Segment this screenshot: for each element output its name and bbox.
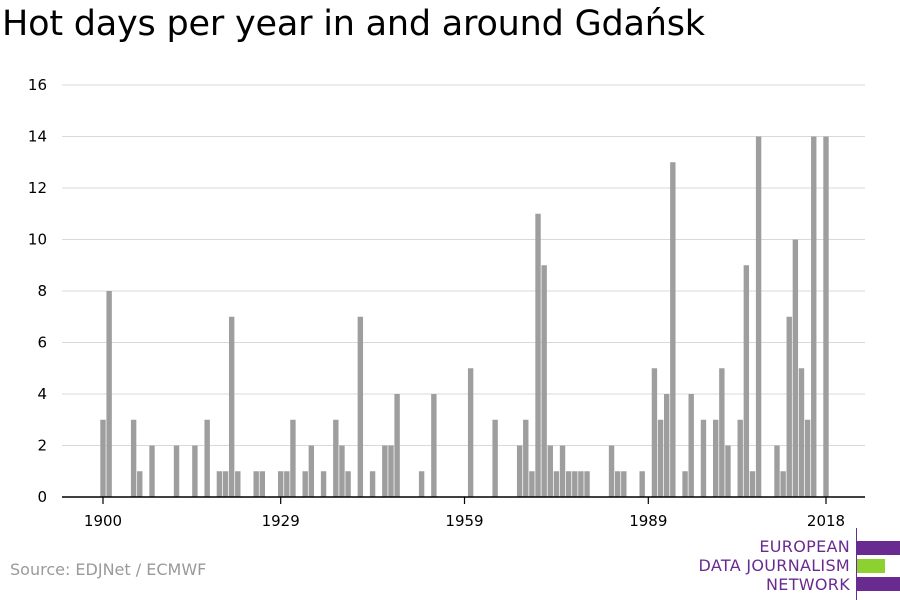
- x-axis-tick-labels: 1900 1929 1959 1989 2018: [84, 512, 845, 530]
- bar: [382, 445, 388, 497]
- x-tick-label: 1900: [84, 512, 122, 530]
- bar: [357, 316, 364, 497]
- bar: [216, 471, 223, 497]
- bar: [277, 471, 284, 497]
- bar: [394, 394, 400, 497]
- bar: [663, 394, 670, 497]
- bar: [235, 471, 241, 497]
- y-tick-label: 12: [28, 179, 47, 197]
- bar: [682, 471, 688, 497]
- bar: [621, 471, 627, 497]
- bar: [333, 419, 339, 497]
- bar: [553, 471, 560, 497]
- bar: [345, 471, 351, 497]
- x-tick-label: 2018: [807, 512, 845, 530]
- bar: [743, 265, 750, 497]
- bar: [529, 471, 535, 497]
- bar: [228, 316, 235, 497]
- bar: [137, 471, 143, 497]
- y-tick-label: 4: [37, 385, 47, 403]
- y-tick-label: 0: [37, 488, 47, 506]
- bar: [651, 368, 658, 497]
- y-tick-label: 6: [37, 334, 47, 352]
- bar: [418, 471, 425, 497]
- bar: [431, 394, 437, 497]
- bar: [339, 445, 345, 497]
- bar: [369, 471, 376, 497]
- bar: [786, 316, 792, 497]
- bar: [823, 136, 829, 497]
- bar: [173, 445, 180, 497]
- bars: [100, 136, 829, 497]
- bar: [749, 471, 756, 497]
- bar: [308, 445, 315, 497]
- y-axis-tick-labels: 0 2 4 6 8 10 12 14 16: [28, 76, 47, 506]
- bar: [302, 471, 308, 497]
- bar: [572, 471, 578, 497]
- y-tick-label: 10: [28, 231, 47, 249]
- bar: [774, 445, 780, 497]
- bar: [320, 471, 327, 497]
- edjnet-logo[interactable]: EUROPEAN DATA JOURNALISM NETWORK: [698, 528, 900, 600]
- bar: [516, 445, 523, 497]
- bar: [467, 368, 474, 497]
- bar: [584, 471, 590, 497]
- logo-bar-purple-top: [857, 541, 900, 555]
- bar: [565, 471, 572, 497]
- bar: [755, 136, 762, 497]
- bar: [811, 136, 817, 497]
- source-note: Source: EDJNet / ECMWF: [10, 560, 207, 579]
- y-tick-label: 16: [28, 76, 47, 94]
- bar: [700, 419, 707, 497]
- y-tick-label: 2: [37, 437, 47, 455]
- logo-text-data-journalism: DATA JOURNALISM: [698, 556, 850, 575]
- bar: [106, 291, 112, 497]
- x-tick-label: 1989: [629, 512, 667, 530]
- bar: [608, 445, 615, 497]
- bar: [100, 419, 106, 497]
- x-axis-ticks: [102, 497, 827, 504]
- bar: [541, 265, 547, 497]
- bar: [719, 368, 725, 497]
- bar: [639, 471, 645, 497]
- x-tick-label: 1929: [262, 512, 300, 530]
- bar: [713, 419, 719, 497]
- bar: [204, 419, 210, 497]
- bar: [614, 471, 621, 497]
- chart-title: Hot days per year in and around Gdańsk: [2, 4, 705, 44]
- bar: [492, 419, 498, 497]
- bar: [559, 445, 566, 497]
- logo-bar-green: [857, 559, 885, 573]
- x-tick-label: 1959: [445, 512, 483, 530]
- bar: [657, 419, 664, 497]
- bar: [535, 213, 541, 497]
- bar: [798, 368, 805, 497]
- bar: [149, 445, 155, 497]
- bar: [780, 471, 786, 497]
- y-tick-label: 14: [28, 128, 47, 146]
- bar: [578, 471, 584, 497]
- bar: [792, 239, 799, 497]
- bar: [737, 419, 743, 497]
- bar: [388, 445, 394, 497]
- logo-text-european: EUROPEAN: [759, 537, 850, 556]
- bar: [804, 419, 811, 497]
- bar: [523, 419, 529, 497]
- bar: [259, 471, 266, 497]
- y-tick-label: 8: [37, 282, 47, 300]
- bar: [284, 471, 290, 497]
- bar: [192, 445, 198, 497]
- logo-text-network: NETWORK: [766, 575, 850, 594]
- bar: [290, 419, 296, 497]
- bar: [725, 445, 731, 497]
- logo-bar-purple-bottom: [857, 577, 900, 591]
- bar: [222, 471, 229, 497]
- logo-divider: [856, 528, 857, 600]
- bar: [130, 419, 137, 497]
- bar: [253, 471, 259, 497]
- bar: [688, 394, 694, 497]
- bar: [547, 445, 553, 497]
- bar: [670, 162, 676, 497]
